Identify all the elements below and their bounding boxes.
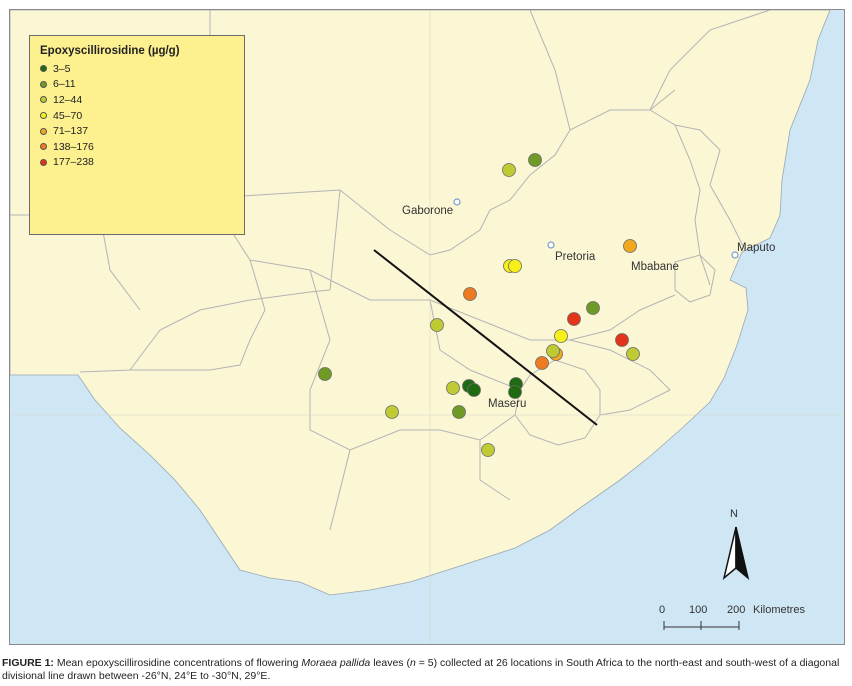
sample-point (535, 356, 549, 370)
legend-swatch (40, 158, 47, 166)
legend-label: 177–238 (53, 156, 94, 169)
legend-item: 12–44 (40, 92, 234, 108)
map-frame[interactable]: Epoxyscillirosidine (µg/g) 3–5 6–11 12–4… (9, 9, 845, 645)
caption-species: Moraea pallida (301, 657, 371, 669)
legend-item: 71–137 (40, 123, 234, 139)
sample-point (586, 301, 600, 315)
sample-point (626, 347, 640, 361)
scale-unit: Kilometres (753, 604, 805, 616)
sample-point (546, 344, 560, 358)
legend-item: 45–70 (40, 108, 234, 124)
scale-tick-0: 0 (659, 604, 666, 616)
divisional-line (373, 249, 598, 426)
legend-swatch (40, 65, 47, 73)
legend-title: Epoxyscillirosidine (µg/g) (40, 45, 180, 57)
scale-bar (663, 621, 740, 630)
legend-swatch (40, 127, 47, 135)
scale-tick-200: 200 (727, 604, 746, 616)
sample-point (554, 329, 568, 343)
city-label-maseru: Maseru (488, 398, 527, 410)
sample-point (567, 312, 581, 326)
sample-point (430, 318, 444, 332)
caption-label: FIGURE 1: (2, 657, 54, 669)
caption-text-before: Mean epoxyscillirosidine concentrations … (53, 657, 302, 669)
sample-point (508, 259, 522, 273)
sample-points (318, 153, 640, 457)
legend-item: 177–238 (40, 155, 234, 171)
city-label-mbabane: Mbabane (631, 261, 679, 273)
legend-label: 71–137 (53, 125, 89, 138)
legend-item: 138–176 (40, 139, 234, 155)
city-marker-gaborone (453, 198, 461, 206)
legend-label: 6–11 (53, 78, 76, 91)
caption-text-middle: leaves ( (370, 657, 410, 669)
legend-swatch (40, 96, 47, 104)
city-label-pretoria: Pretoria (555, 251, 596, 263)
caption-n-symbol: n (409, 657, 416, 669)
country-borders (10, 10, 771, 531)
sample-point (528, 153, 542, 167)
graticule (10, 10, 844, 644)
legend-label: 45–70 (53, 109, 83, 122)
sample-point (467, 383, 481, 397)
legend-swatch (40, 80, 47, 88)
legend-label: 12–44 (53, 93, 83, 106)
sample-point (452, 405, 466, 419)
sample-point (508, 385, 522, 399)
legend-swatch (40, 112, 47, 120)
legend-item: 3–5 (40, 61, 234, 77)
city-marker-pretoria (547, 241, 555, 249)
sample-point (446, 381, 460, 395)
legend-item: 6–11 (40, 77, 234, 93)
legend-swatch (40, 143, 47, 151)
sample-point (318, 367, 332, 381)
city-label-maputo: Maputo (737, 242, 776, 254)
scale-tick-100: 100 (689, 604, 708, 616)
city-label-gaborone: Gaborone (402, 205, 454, 217)
legend: Epoxyscillirosidine (µg/g) 3–5 6–11 12–4… (29, 35, 245, 235)
sample-point (502, 163, 516, 177)
sample-point (623, 239, 637, 253)
sample-point (481, 443, 495, 457)
caption-text-after: = 5) collected at 26 locations in South … (2, 657, 840, 682)
legend-label: 3–5 (53, 62, 71, 75)
sample-point (615, 333, 629, 347)
figure-caption: FIGURE 1: Mean epoxyscillirosidine conce… (2, 657, 852, 683)
sample-point (385, 405, 399, 419)
north-label: N (730, 508, 738, 520)
legend-label: 138–176 (53, 140, 94, 153)
city-marker-maputo (731, 251, 739, 259)
sample-point (463, 287, 477, 301)
north-arrow-icon (722, 526, 750, 581)
